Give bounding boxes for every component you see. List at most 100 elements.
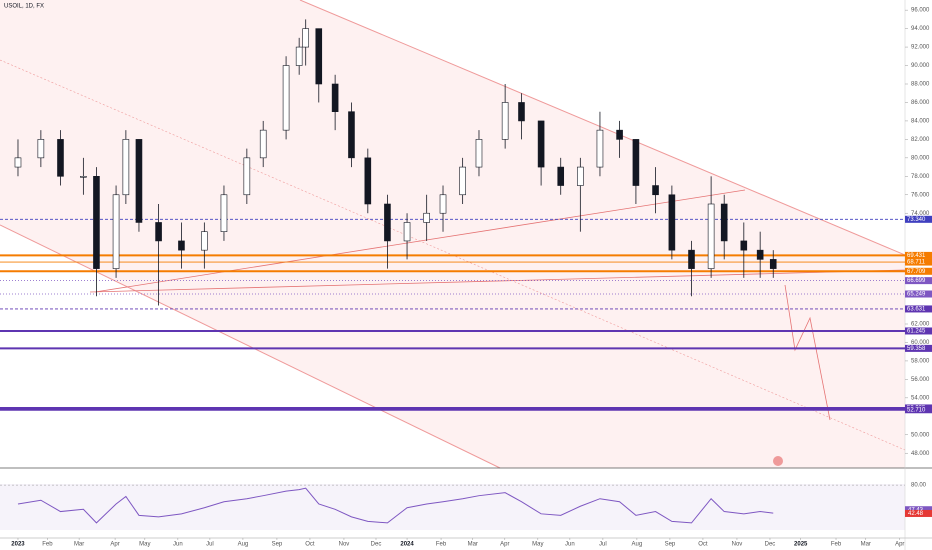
- y-tick-label: 78.000: [911, 174, 930, 180]
- x-tick-label: Nov: [339, 542, 350, 548]
- x-tick-label: Jun: [565, 542, 575, 548]
- candle-body: [707, 203, 715, 269]
- level-label-text: 52.710: [907, 407, 926, 413]
- level-label: 66.699: [905, 277, 932, 284]
- x-tick-label: Apr: [110, 542, 119, 548]
- candle-body: [14, 157, 22, 168]
- x-tick-label: May: [139, 542, 150, 548]
- y-tick-label: 92.000: [911, 45, 930, 51]
- x-tick-label: Feb: [831, 542, 842, 548]
- candle-body: [57, 139, 64, 177]
- level-label: 59.358: [905, 344, 932, 352]
- candle-body: [302, 28, 309, 48]
- rsi-line: [17, 487, 774, 524]
- level-label-bg: [905, 344, 932, 352]
- level-label-text: 69.431: [907, 253, 926, 259]
- candle-body: [37, 139, 45, 159]
- y-tick-label: 84.000: [911, 119, 930, 125]
- level-label: 65.249: [905, 290, 932, 298]
- candle-body: [155, 222, 162, 242]
- rsi-value-bg: [905, 506, 932, 514]
- level-label-text: 65.249: [907, 292, 926, 298]
- x-tick-label: Mar: [74, 542, 84, 548]
- y-tick-label: 50.000: [911, 432, 930, 438]
- x-tick-label: 2023: [11, 542, 25, 548]
- candle-body: [577, 166, 584, 186]
- y-tick-label: 76.000: [911, 192, 930, 198]
- x-tick-label: Oct: [698, 542, 708, 548]
- event-icon: [773, 456, 783, 466]
- level-label-text: 61.245: [907, 329, 926, 335]
- y-tick-label: 60.000: [911, 340, 930, 346]
- level-label: 52.710: [905, 406, 932, 413]
- candle-body: [201, 231, 208, 251]
- level-label-bg: [905, 305, 932, 313]
- x-tick-label: Sep: [665, 542, 676, 548]
- candle-body: [403, 222, 411, 242]
- y-tick-label: 58.000: [911, 359, 930, 365]
- candle-body: [220, 194, 228, 232]
- level-label: 69.431: [905, 251, 932, 259]
- rsi-band: [0, 484, 905, 530]
- candle-body: [135, 139, 143, 223]
- candle-body: [178, 240, 185, 251]
- level-label: 73.340: [905, 215, 932, 223]
- x-tick-label: Dec: [765, 542, 776, 548]
- level-label-bg: [905, 327, 932, 335]
- x-tick-label: May: [532, 542, 543, 548]
- x-tick-label: Mar: [861, 542, 871, 548]
- candle-body: [439, 194, 447, 214]
- candle-body: [616, 129, 623, 140]
- candle-body: [756, 249, 764, 260]
- x-tick-label: Jun: [173, 542, 183, 548]
- level-label: 63.631: [905, 305, 932, 313]
- candle-body: [122, 139, 130, 196]
- y-tick-label: 48.000: [911, 451, 930, 457]
- y-tick-label: 96.000: [911, 8, 930, 14]
- candle-body: [348, 111, 355, 159]
- candle-body: [740, 240, 748, 251]
- level-label-text: 73.340: [907, 217, 926, 223]
- level-label-bg: [905, 267, 932, 275]
- channel-lower: [0, 224, 501, 469]
- candle-body: [112, 194, 120, 269]
- candle-body: [243, 157, 251, 196]
- level-label-text: 67.709: [907, 269, 926, 275]
- level-label-bg: [905, 215, 932, 223]
- trend-line: [89, 269, 906, 293]
- candle-body: [720, 203, 728, 242]
- level-label-bg: [905, 277, 932, 285]
- y-tick-label: 88.000: [911, 82, 930, 88]
- level-label-bg: [905, 251, 932, 259]
- candle-body: [80, 176, 87, 178]
- x-tick-label: Sep: [272, 542, 283, 548]
- y-tick-label: 86.000: [911, 100, 930, 106]
- x-tick-label: Oct: [305, 542, 315, 548]
- candle-body: [475, 139, 483, 168]
- rsi-value-bg: [905, 509, 932, 517]
- candle-body: [423, 212, 430, 223]
- trend-line: [94, 189, 746, 293]
- candle-body: [295, 46, 303, 66]
- y-tick-label: 54.000: [911, 395, 930, 401]
- candle-body: [596, 129, 604, 168]
- rsi-value-label: 42.48: [905, 509, 932, 517]
- projection-arrow: [784, 284, 831, 421]
- y-tick-label: 82.000: [911, 137, 930, 143]
- x-tick-label: Nov: [732, 542, 743, 548]
- x-tick-label: Feb: [42, 542, 53, 548]
- rsi-value-text: 42.48: [908, 511, 924, 517]
- candle-body: [668, 194, 676, 251]
- level-label: 61.245: [905, 327, 932, 335]
- candle-body: [518, 102, 525, 122]
- y-tick-label: 74.000: [911, 211, 930, 217]
- candle-body: [93, 176, 100, 269]
- candle-body: [315, 28, 323, 85]
- x-tick-label: 2025: [794, 542, 808, 548]
- candle-body: [652, 185, 659, 196]
- level-label-bg: [905, 406, 932, 414]
- y-tick-label: 80.000: [911, 155, 930, 161]
- x-tick-label: Aug: [632, 542, 643, 548]
- candle-body: [364, 157, 372, 205]
- x-tick-label: Feb: [436, 542, 447, 548]
